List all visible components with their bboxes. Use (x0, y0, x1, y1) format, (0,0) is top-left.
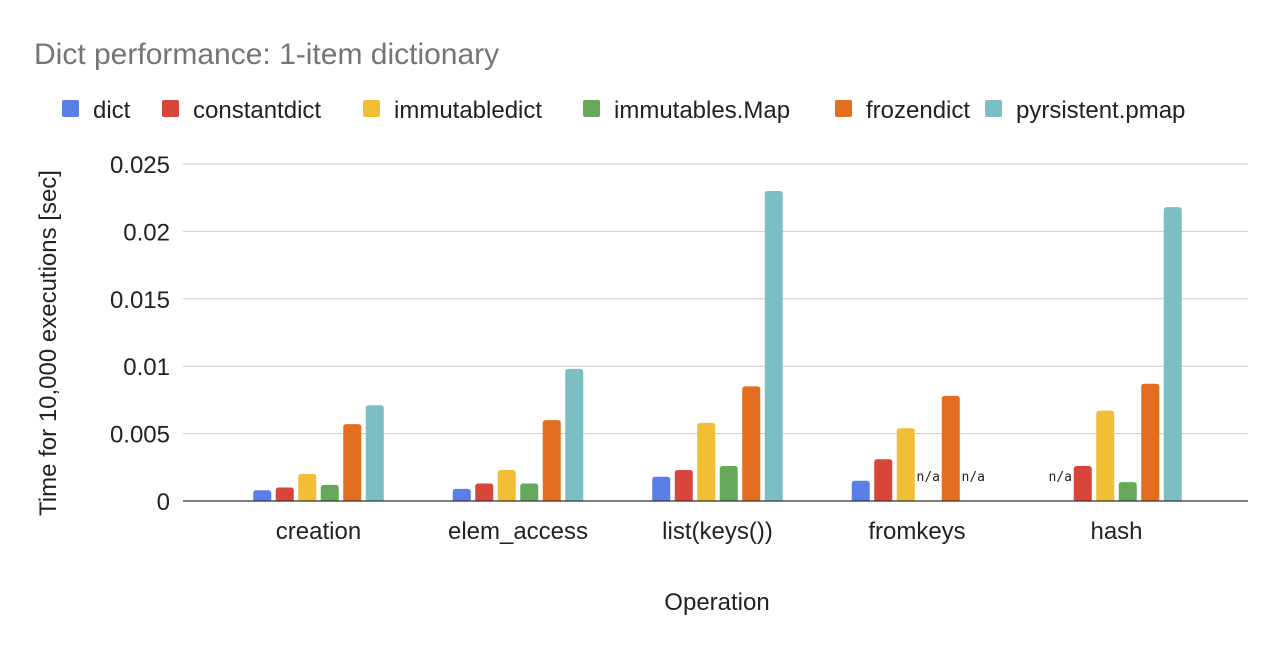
bar-dict-1 (452, 488, 471, 501)
bar-immutabledict-0 (298, 474, 317, 501)
gridlines (183, 163, 1248, 435)
x-axis-categories: creation elem_access list(keys()) fromkeys h… (276, 518, 1143, 545)
y-tick-label: 0 (157, 489, 170, 516)
y-tick-label: 0.025 (110, 152, 170, 179)
legend-item: pyrsistent.pmap (985, 97, 1185, 124)
bar-constantdict-1 (475, 483, 494, 501)
na-label: n/a (917, 470, 940, 485)
bar-frozendict-0 (343, 424, 362, 501)
bar-constantdict-3 (874, 459, 893, 501)
y-tick-label: 0.015 (110, 287, 170, 314)
x-axis-title: Operation (664, 589, 769, 616)
bar-pyrsistent-pmap-2 (764, 190, 783, 501)
bar-immutabledict-1 (497, 469, 516, 501)
na-label: n/a (962, 470, 985, 485)
bar-immutabledict-4 (1096, 410, 1115, 501)
legend-item: dict (62, 97, 131, 124)
x-tick-label: hash (1090, 518, 1142, 545)
legend: dict constantdict immutabledict immutables.… (62, 97, 1185, 124)
x-tick-label: fromkeys (868, 518, 965, 545)
legend-item: constantdict (162, 97, 321, 124)
y-axis-title: Time for 10,000 executions [sec] (35, 170, 62, 516)
bar-pyrsistent-pmap-0 (365, 405, 384, 501)
legend-label: pyrsistent.pmap (1016, 97, 1185, 124)
bar-immutabledict-2 (697, 422, 716, 501)
legend-swatch (583, 100, 600, 117)
legend-swatch (985, 100, 1002, 117)
y-axis-ticks: 0 0.005 0.01 0.015 0.02 0.025 (110, 152, 170, 516)
bar-immutabledict-3 (896, 428, 915, 501)
bars: n/a n/a n/a (253, 190, 1182, 502)
legend-swatch (363, 100, 380, 117)
legend-label: dict (93, 97, 131, 124)
bar-dict-2 (652, 476, 671, 501)
bar-immutables-map-4 (1118, 482, 1137, 501)
legend-label: immutables.Map (614, 97, 790, 124)
bar-dict-0 (253, 490, 272, 501)
bar-dict-3 (851, 480, 870, 501)
bar-immutables-map-1 (520, 483, 539, 501)
na-label: n/a (1049, 470, 1072, 485)
legend-swatch (835, 100, 852, 117)
y-tick-label: 0.005 (110, 422, 170, 449)
legend-swatch (62, 100, 79, 117)
x-tick-label: elem_access (448, 518, 588, 545)
x-tick-label: list(keys()) (662, 518, 773, 545)
legend-item: immutables.Map (583, 97, 790, 124)
chart-title: Dict performance: 1-item dictionary (34, 38, 499, 71)
bar-immutables-map-0 (320, 484, 339, 501)
bar-frozendict-2 (742, 386, 761, 501)
legend-item: frozendict (835, 97, 970, 124)
bar-immutables-map-2 (719, 465, 738, 501)
bar-frozendict-4 (1141, 383, 1160, 501)
bar-constantdict-0 (275, 487, 294, 501)
bar-frozendict-1 (542, 420, 561, 501)
legend-label: immutabledict (394, 97, 542, 124)
bar-constantdict-4 (1073, 465, 1092, 501)
legend-label: constantdict (193, 97, 321, 124)
bar-pyrsistent-pmap-4 (1163, 207, 1182, 502)
bar-frozendict-3 (941, 395, 960, 501)
y-tick-label: 0.01 (123, 354, 170, 381)
legend-item: immutabledict (363, 97, 542, 124)
x-tick-label: creation (276, 518, 361, 545)
legend-swatch (162, 100, 179, 117)
y-tick-label: 0.02 (123, 219, 170, 246)
legend-label: frozendict (866, 97, 970, 124)
bar-constantdict-2 (674, 469, 693, 501)
bar-pyrsistent-pmap-1 (565, 368, 584, 501)
